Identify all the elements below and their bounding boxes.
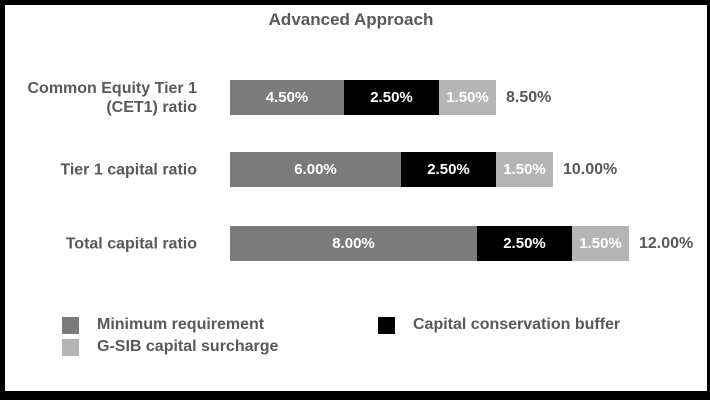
- bar-segment-1: 4.50%: [230, 80, 344, 115]
- bar-segment-3: 1.50%: [496, 152, 553, 187]
- legend-swatch: [62, 316, 79, 334]
- category-label: Tier 1 capital ratio: [60, 161, 197, 178]
- bar-segment-2: 2.50%: [401, 152, 496, 187]
- legend-item: Minimum requirement: [62, 315, 264, 335]
- total-label: 12.00%: [639, 235, 694, 252]
- legend-swatch: [378, 316, 395, 334]
- chart-legend: Minimum requirement G-SIB capital surchar…: [5, 5, 707, 391]
- bar-segment-1: 6.00%: [230, 152, 401, 187]
- bar-segment-1: 8.00%: [230, 226, 477, 261]
- bar-rows: Common Equity Tier 1 (CET1) ratio 4.50% 2.…: [5, 5, 707, 391]
- bar-segment-2: 2.50%: [344, 80, 439, 115]
- legend-item: Capital conservation buffer: [378, 315, 620, 335]
- bar-segment-2: 2.50%: [477, 226, 572, 261]
- legend-label: G-SIB capital surcharge: [97, 338, 279, 355]
- category-label: Total capital ratio: [65, 235, 197, 252]
- legend-swatch: [62, 338, 79, 356]
- total-label: 8.50%: [506, 89, 552, 106]
- bar-row: Total capital ratio 8.00% 2.50% 1.50% 12.00%: [5, 226, 707, 261]
- chart-title: Advanced Approach: [268, 10, 434, 29]
- bar-segment-3: 1.50%: [572, 226, 629, 261]
- bar-row: Tier 1 capital ratio 6.00% 2.50% 1.50% 10.00…: [5, 152, 707, 187]
- bar-segment-3: 1.50%: [439, 80, 496, 115]
- legend-label: Minimum requirement: [97, 316, 265, 333]
- chart-canvas: Advanced Approach Common Equity Tier 1 (…: [5, 5, 707, 391]
- total-label: 10.00%: [563, 161, 618, 178]
- legend-item: G-SIB capital surcharge: [62, 337, 278, 357]
- bar-row: Common Equity Tier 1 (CET1) ratio 4.50% 2.…: [5, 79, 707, 116]
- legend-label: Capital conservation buffer: [413, 316, 621, 333]
- category-label: Common Equity Tier 1 (CET1) ratio: [27, 79, 197, 116]
